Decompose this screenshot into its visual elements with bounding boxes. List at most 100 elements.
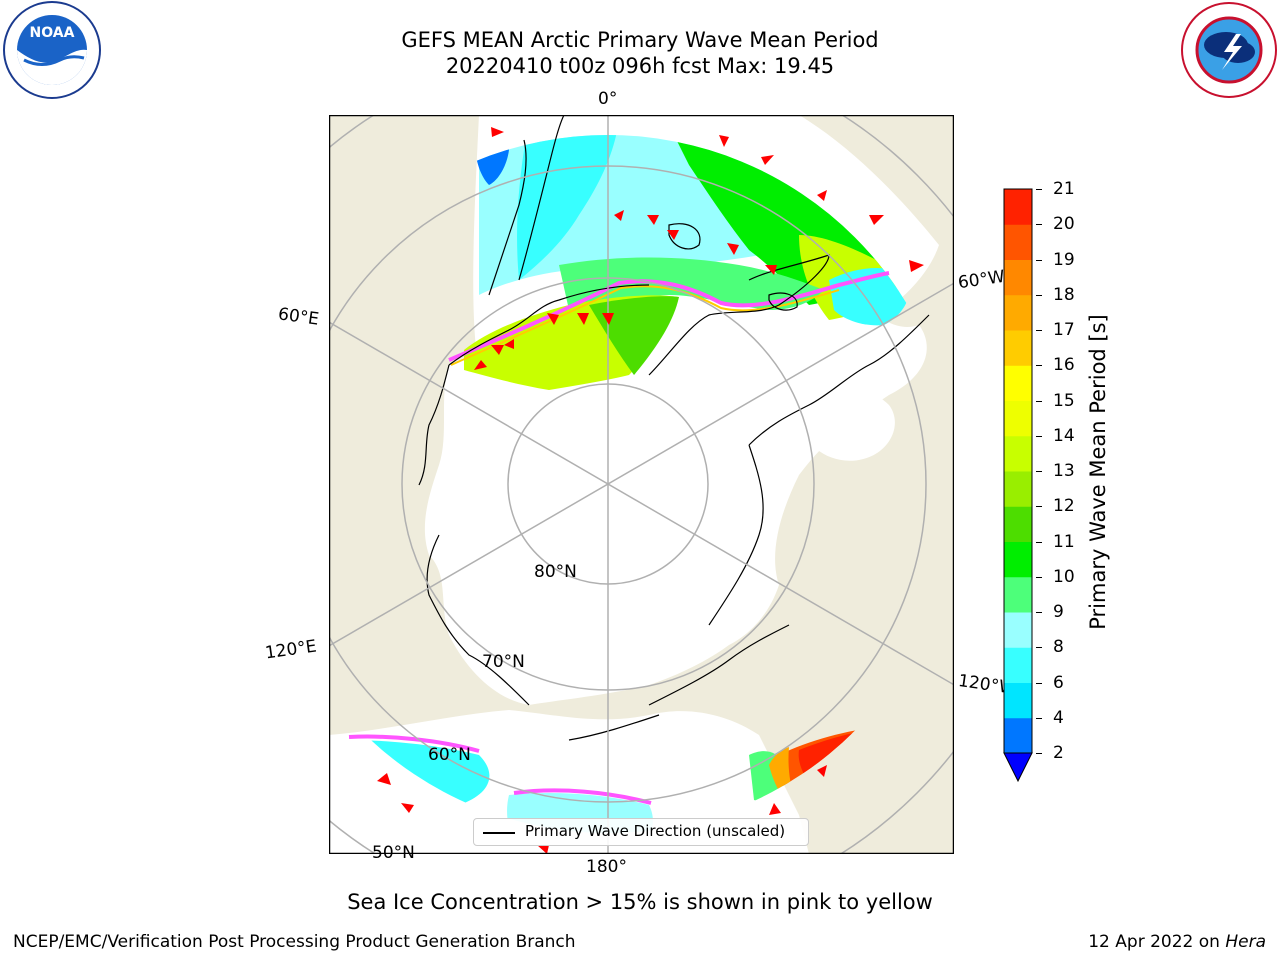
arctic-map (328, 114, 955, 855)
wave-arrow (602, 313, 614, 325)
chart-subtitle: 20220410 t00z 096h fcst Max: 19.45 (445, 54, 835, 78)
coastline-iceland (768, 292, 798, 311)
colorbar-tick-label: 6 (1053, 672, 1064, 693)
colorbar-tick-label: 20 (1053, 214, 1075, 235)
footer-date-text: 12 Apr 2022 on (1088, 932, 1226, 952)
coastline-alaska (568, 624, 790, 741)
lat-label-50n: 50°N (372, 843, 415, 863)
colorbar-tick-mark (1036, 647, 1042, 649)
wave-field-norway-coast (517, 135, 619, 280)
wave-arrow (727, 243, 739, 255)
wave-arrow (401, 803, 414, 813)
wave-arrow (491, 345, 504, 355)
wave-arrow (547, 313, 559, 325)
lat-label-70n: 70°N (482, 652, 525, 672)
colorbar-tick-mark (1036, 400, 1042, 402)
colorbar-tick-mark (1036, 717, 1042, 719)
colorbar-tick-label: 17 (1053, 320, 1075, 340)
colorbar-segment (1004, 576, 1032, 613)
footer-machine: Hera (1225, 932, 1266, 952)
wave-arrow (647, 215, 659, 225)
wave-arrow (667, 230, 679, 240)
colorbar-segment (1004, 506, 1032, 542)
wave-arrow (869, 215, 884, 225)
colorbar-segment (1004, 717, 1032, 754)
colorbar-segment (1004, 224, 1032, 260)
colorbar-tick-mark (1036, 189, 1042, 190)
wave-direction-arrows (377, 127, 924, 854)
wave-arrow (765, 265, 777, 275)
colorbar (1003, 188, 1033, 783)
colorbar-segment (1004, 471, 1032, 507)
colorbar-tick-label: 12 (1053, 496, 1075, 517)
graticule (329, 115, 954, 854)
colorbar-tick-mark (1036, 224, 1042, 226)
coastlines (418, 115, 930, 741)
colorbar-tick-mark (1036, 435, 1042, 437)
wave-arrow (909, 260, 924, 272)
colorbar-tick-mark (1036, 576, 1042, 578)
nws-logo (1178, 0, 1280, 100)
colorbar-tick-mark (1036, 753, 1042, 754)
wave-arrow (474, 360, 487, 370)
colorbar-border (1003, 188, 1033, 754)
colorbar-segment (1004, 365, 1032, 401)
wave-arrow (817, 765, 827, 777)
chart-title: GEFS MEAN Arctic Primary Wave Mean Perio… (401, 28, 879, 52)
colorbar-tick-label: 16 (1053, 355, 1075, 376)
colorbar-tick-mark (1036, 682, 1042, 684)
wave-arrow (614, 210, 624, 221)
colorbar-tick-mark (1036, 541, 1042, 543)
sea-ice-edge-bering (348, 734, 480, 753)
colorbar-tick-label: 11 (1053, 531, 1075, 552)
legend-line-swatch (483, 832, 515, 834)
coastline-greenland (648, 254, 830, 376)
colorbar-tick-mark (1036, 612, 1042, 613)
colorbar-tick-label: 13 (1053, 461, 1075, 481)
colorbar-segment (1004, 294, 1032, 331)
colorbar-tick-label: 14 (1053, 425, 1075, 446)
meridian-120e-60w (329, 282, 954, 647)
colorbar-tick-mark (1036, 506, 1042, 508)
colorbar-segment (1004, 400, 1032, 437)
wave-arrow (537, 845, 549, 854)
colorbar-segment (1004, 259, 1032, 296)
colorbar-label: Primary Wave Mean Period [s] (1086, 314, 1110, 630)
colorbar-segment (1004, 541, 1032, 578)
colorbar-tick-label: 19 (1053, 249, 1075, 270)
coastline-canada (708, 314, 930, 626)
coastline-siberia (426, 534, 530, 706)
colorbar-segment (1004, 189, 1032, 225)
colorbar-tick-label: 9 (1053, 602, 1064, 622)
wave-arrow (769, 803, 781, 815)
wave-arrow (817, 190, 827, 201)
colorbar-tick-label: 15 (1053, 390, 1075, 411)
colorbar-tick-label: 21 (1053, 179, 1075, 199)
colorbar-tick-label: 8 (1053, 637, 1064, 658)
lat-label-60n: 60°N (428, 745, 471, 765)
map-legend: Primary Wave Direction (unscaled) (473, 818, 809, 846)
footer-credit: NCEP/EMC/Verification Post Processing Pr… (13, 932, 576, 952)
polar-stereographic-map (328, 114, 955, 855)
colorbar-tick-label: 4 (1053, 707, 1064, 728)
lon-label-180: 180° (586, 857, 627, 877)
colorbar-segment (1004, 647, 1032, 683)
svg-text:NOAA: NOAA (30, 25, 75, 41)
legend-label: Primary Wave Direction (unscaled) (525, 822, 786, 840)
footer-date: 12 Apr 2022 on Hera (1088, 932, 1266, 952)
colorbar-segment (1004, 435, 1032, 472)
lon-label-0: 0° (598, 89, 618, 109)
colorbar-tick-mark (1036, 294, 1042, 296)
wave-arrow (577, 313, 589, 325)
lon-label-60w: 60°W (956, 266, 1007, 294)
wave-arrow (504, 339, 514, 349)
colorbar-segment (1004, 682, 1032, 719)
coastline-svalbard (668, 223, 701, 250)
colorbar-tick-mark (1036, 259, 1042, 261)
wave-arrow (491, 127, 504, 137)
map-border (328, 114, 955, 855)
wave-arrow (719, 135, 729, 147)
colorbar-tick-label: 10 (1053, 566, 1075, 587)
hudson-bay (797, 381, 895, 461)
lon-label-60e: 60°E (276, 304, 321, 330)
